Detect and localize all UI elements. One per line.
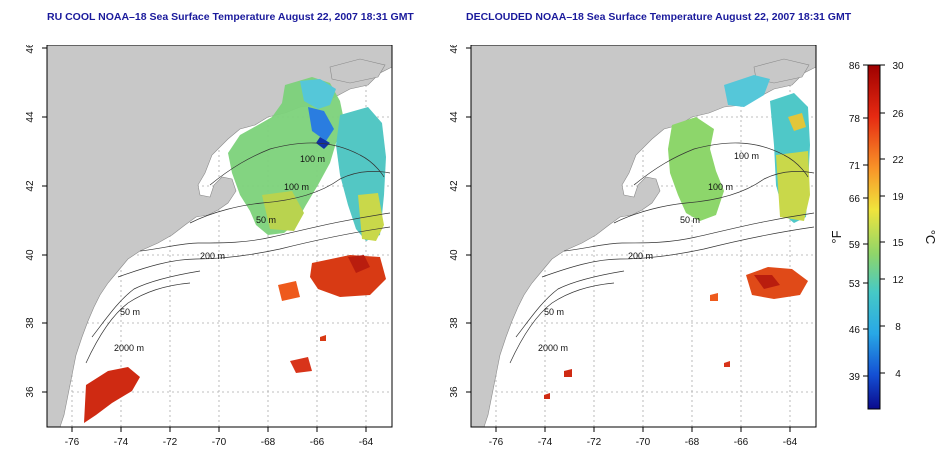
contour-label: 50 m [120,307,140,317]
fahrenheit-tick: 46 [849,325,861,336]
celsius-tick: 4 [895,369,901,380]
contour-label: 50 m [256,215,276,225]
x-tick-label: -68 [261,437,276,448]
celsius-tick: 8 [895,322,901,333]
temperature-colorbar: 86 78 71 66 59 53 46 39 30 26 22 19 15 1… [829,45,942,430]
y-tick-label: 36 [449,386,460,398]
celsius-axis-label: °C [923,230,938,245]
x-tick-label: -70 [212,437,227,448]
x-tick-label: -64 [359,437,374,448]
y-tick-label: 42 [25,180,36,192]
y-tick-label: 36 [25,386,36,398]
y-tick-label: 44 [25,111,36,123]
right-map-panel: 100 m 100 m 50 m 200 m 50 m 2000 m -76 -… [424,45,834,475]
y-tick-label: 38 [449,317,460,329]
sst-data-layer [544,75,810,399]
contour-label: 100 m [708,182,733,192]
contour-label: 2000 m [538,343,568,353]
x-tick-label: -76 [65,437,80,448]
x-tick-label: -72 [587,437,602,448]
celsius-tick: 30 [892,61,904,72]
y-tick-label: 44 [449,111,460,123]
contour-label: 100 m [284,182,309,192]
contour-label: 100 m [300,154,325,164]
y-tick-label: 46 [25,45,36,54]
celsius-tick: 26 [892,109,904,120]
contour-label: 50 m [680,215,700,225]
sst-data-layer [84,77,386,423]
fahrenheit-tick: 86 [849,61,861,72]
x-tick-label: -64 [783,437,798,448]
left-map-panel: 100 m 100 m 50 m 200 m 50 m 2000 m -76 -… [0,45,410,475]
celsius-tick: 12 [892,275,904,286]
contour-label: 200 m [200,251,225,261]
y-tick-label: 40 [25,249,36,261]
contour-label: 2000 m [114,343,144,353]
celsius-tick: 19 [892,192,904,203]
y-tick-label: 46 [449,45,460,54]
fahrenheit-tick: 39 [849,372,861,383]
fahrenheit-tick: 71 [849,161,861,172]
x-tick-label: -76 [489,437,504,448]
fahrenheit-tick: 59 [849,240,861,251]
fahrenheit-tick: 78 [849,114,861,125]
x-tick-label: -74 [114,437,129,448]
y-tick-label: 42 [449,180,460,192]
fahrenheit-tick: 53 [849,279,861,290]
fahrenheit-axis-label: °F [832,230,844,243]
left-map-title: RU COOL NOAA–18 Sea Surface Temperature … [47,11,414,23]
x-tick-label: -68 [685,437,700,448]
contour-label: 100 m [734,151,759,161]
x-tick-label: -72 [163,437,178,448]
x-tick-label: -74 [538,437,553,448]
x-tick-label: -70 [636,437,651,448]
fahrenheit-tick: 66 [849,194,861,205]
celsius-tick: 22 [892,155,904,166]
colorbar-gradient [867,64,881,410]
contour-label: 50 m [544,307,564,317]
y-tick-label: 38 [25,317,36,329]
celsius-tick: 15 [892,238,904,249]
x-tick-label: -66 [310,437,325,448]
x-tick-label: -66 [734,437,749,448]
y-tick-label: 40 [449,249,460,261]
contour-label: 200 m [628,251,653,261]
right-map-title: DECLOUDED NOAA–18 Sea Surface Temperatur… [466,11,852,23]
